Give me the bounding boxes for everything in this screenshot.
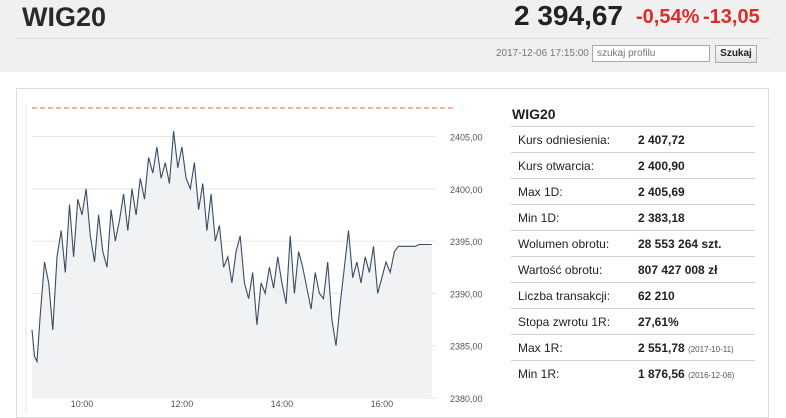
stats-value-text: 2 407,72 <box>638 133 685 147</box>
y-tick-label: 2395,00 <box>450 237 483 247</box>
change-percent: -0,54% <box>636 6 700 28</box>
quote-timestamp: 2017-12-06 17:15:00 <box>496 48 589 59</box>
stats-row: Kurs otwarcia: 2 400,90 <box>511 152 755 178</box>
stats-value: 1 876,56 (2016-12-06) <box>638 367 734 381</box>
stats-label: Kurs odniesienia: <box>518 133 611 147</box>
stats-value: 2 405,69 <box>638 185 685 199</box>
stats-label: Liczba transakcji: <box>518 289 611 303</box>
search-button[interactable]: Szukaj <box>715 45 757 63</box>
y-tick-label: 2385,00 <box>450 342 483 352</box>
intraday-chart: 2405,00 2400,00 2395,00 2390,00 2385,00 2380,… <box>25 104 483 413</box>
stats-label: Max 1R: <box>518 341 563 355</box>
stats-title: WIG20 <box>512 106 556 122</box>
stats-row: Kurs odniesienia: 2 407,72 <box>511 126 755 152</box>
stats-row: Max 1D: 2 405,69 <box>511 178 755 204</box>
y-tick-label: 2400,00 <box>450 185 483 195</box>
stats-row: Min 1D: 2 383,18 <box>511 204 755 230</box>
x-tick-label: 10:00 <box>71 399 94 409</box>
stats-label: Wartość obrotu: <box>518 263 603 277</box>
y-tick-label: 2405,00 <box>450 132 483 142</box>
index-title: WIG20 <box>22 2 107 32</box>
stats-value: 2 383,18 <box>638 211 685 225</box>
header-divider <box>16 38 770 39</box>
stats-date: (2016-12-06) <box>688 371 735 380</box>
stats-label: Kurs otwarcia: <box>518 159 595 173</box>
price-area <box>32 131 432 398</box>
x-tick-label: 12:00 <box>171 399 194 409</box>
stats-row: Max 1R: 2 551,78 (2017-10-11) <box>511 334 755 360</box>
stats-value-text: 2 383,18 <box>638 211 685 225</box>
stats-label: Min 1D: <box>518 211 560 225</box>
x-tick-label: 16:00 <box>371 399 394 409</box>
stats-table: Kurs odniesienia: 2 407,72 Kurs otwarcia: 2… <box>511 126 755 386</box>
stats-value: 27,61% <box>638 315 679 329</box>
stats-value: 28 553 264 szt. <box>638 237 721 251</box>
stats-date: (2017-10-11) <box>688 345 734 354</box>
stats-value-text: 2 400,90 <box>638 159 685 173</box>
price-line <box>31 131 432 364</box>
stats-value-text: 2 551,78 <box>638 341 685 355</box>
stats-value-text: 807 427 008 zł <box>638 263 718 277</box>
stats-value: 62 210 <box>638 289 675 303</box>
stats-row: Stopa zwrotu 1R: 27,61% <box>511 308 755 334</box>
stats-row: Min 1R: 1 876,56 (2016-12-06) <box>511 360 755 386</box>
stats-value-text: 27,61% <box>638 315 679 329</box>
stats-label: Wolumen obrotu: <box>518 237 610 251</box>
stats-label: Max 1D: <box>518 185 563 199</box>
stats-row: Liczba transakcji: 62 210 <box>511 282 755 308</box>
stats-value: 2 551,78 (2017-10-11) <box>638 341 734 355</box>
stats-value-text: 28 553 264 szt. <box>638 237 722 251</box>
y-tick-label: 2390,00 <box>450 289 483 299</box>
stats-label: Min 1R: <box>518 367 560 381</box>
stats-value-text: 2 405,69 <box>638 185 685 199</box>
stats-row: Wolumen obrotu: 28 553 264 szt. <box>511 230 755 256</box>
stats-value: 2 400,90 <box>638 159 685 173</box>
last-price: 2 394,67 <box>514 0 623 31</box>
y-tick-label: 2380,00 <box>450 394 483 404</box>
search-profile-input[interactable] <box>592 45 710 62</box>
change-absolute: -13,05 <box>703 6 760 28</box>
stats-row: Wartość obrotu: 807 427 008 zł <box>511 256 755 282</box>
x-tick-label: 14:00 <box>271 399 294 409</box>
stats-value: 2 407,72 <box>638 133 685 147</box>
stats-value-text: 62 210 <box>638 289 675 303</box>
stats-value-text: 1 876,56 <box>638 367 685 381</box>
stats-label: Stopa zwrotu 1R: <box>518 315 611 329</box>
stats-value: 807 427 008 zł <box>638 263 717 277</box>
